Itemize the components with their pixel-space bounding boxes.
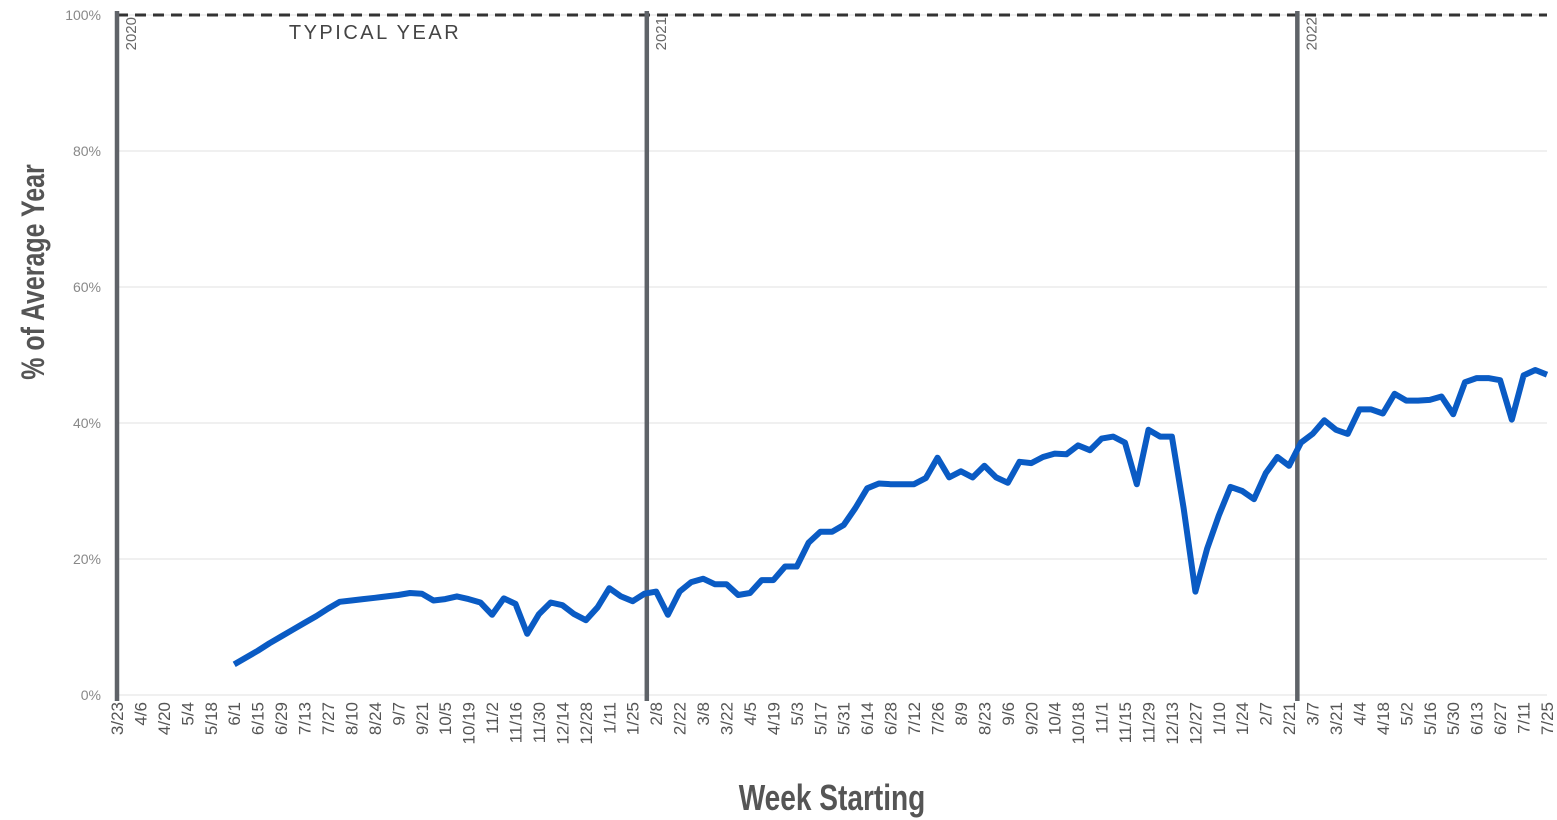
x-tick-label: 5/17 [811, 702, 830, 735]
x-tick-label: 7/26 [928, 702, 947, 735]
x-tick-label: 6/27 [1491, 702, 1510, 735]
x-tick-label: 4/20 [155, 702, 174, 735]
x-tick-label: 3/8 [694, 702, 713, 726]
x-tick-label: 7/12 [905, 702, 924, 735]
y-tick-label: 0% [81, 687, 101, 703]
y-tick-label: 40% [73, 415, 101, 431]
x-tick-label: 4/18 [1374, 702, 1393, 735]
x-tick-label: 4/6 [131, 702, 150, 726]
x-tick-label: 7/11 [1515, 702, 1534, 734]
y-tick-label: 60% [73, 279, 101, 295]
x-tick-label: 12/13 [1163, 702, 1182, 745]
y-axis-title: % of Average Year [16, 164, 52, 379]
x-tick-label: 3/23 [108, 702, 127, 735]
x-tick-label: 4/5 [741, 702, 760, 726]
x-tick-label: 7/13 [296, 702, 315, 735]
x-tick-label: 12/14 [553, 702, 572, 745]
x-tick-label: 4/4 [1350, 702, 1369, 726]
x-tick-label: 5/4 [178, 702, 197, 726]
x-tick-label: 1/24 [1233, 702, 1252, 735]
x-tick-label: 8/9 [952, 702, 971, 726]
year-label: 2022 [1303, 17, 1320, 50]
x-tick-label: 12/28 [577, 702, 596, 745]
x-tick-label: 9/21 [413, 702, 432, 735]
x-tick-label: 6/29 [272, 702, 291, 735]
x-tick-label: 6/28 [882, 702, 901, 735]
x-tick-label: 5/30 [1444, 702, 1463, 735]
x-tick-label: 6/13 [1468, 702, 1487, 735]
x-tick-label: 5/2 [1397, 702, 1416, 726]
x-tick-label: 11/30 [530, 702, 549, 743]
x-tick-label: 7/25 [1538, 702, 1557, 735]
x-tick-label: 5/16 [1421, 702, 1440, 735]
x-tick-label: 9/6 [999, 702, 1018, 726]
year-label: 2020 [123, 17, 140, 50]
x-tick-label: 2/8 [647, 702, 666, 726]
x-tick-label: 10/18 [1069, 702, 1088, 745]
x-tick-label: 5/18 [202, 702, 221, 735]
x-tick-label: 10/5 [436, 702, 455, 735]
x-tick-label: 10/4 [1046, 702, 1065, 735]
x-tick-label: 12/27 [1186, 702, 1205, 745]
data-line [232, 367, 1549, 667]
x-tick-label: 5/31 [835, 702, 854, 735]
x-tick-label: 2/22 [671, 702, 690, 735]
y-tick-label: 20% [73, 551, 101, 567]
x-tick-label: 3/21 [1327, 702, 1346, 735]
x-tick-label: 8/24 [366, 702, 385, 735]
x-tick-label: 9/20 [1022, 702, 1041, 735]
x-tick-label: 1/25 [624, 702, 643, 735]
y-tick-label: 80% [73, 143, 101, 159]
reference-label: TYPICAL YEAR [289, 22, 461, 44]
x-tick-label: 11/1 [1093, 702, 1112, 734]
x-tick-label: 4/19 [764, 702, 783, 735]
x-tick-label: 8/10 [342, 702, 361, 735]
x-tick-label: 11/16 [507, 702, 526, 743]
x-tick-label: 3/7 [1304, 702, 1323, 726]
x-tick-label: 6/1 [225, 702, 244, 726]
x-tick-label: 1/10 [1210, 702, 1229, 735]
x-tick-label: 5/3 [788, 702, 807, 726]
x-tick-label: 3/22 [718, 702, 737, 735]
y-tick-label: 100% [65, 7, 101, 23]
x-tick-label: 9/7 [389, 702, 408, 726]
x-tick-label: 11/29 [1139, 702, 1158, 743]
x-tick-label: 8/23 [975, 702, 994, 735]
x-tick-label: 2/7 [1257, 702, 1276, 726]
x-tick-label: 1/11 [600, 702, 619, 734]
x-tick-label: 6/15 [249, 702, 268, 735]
x-tick-label: 11/15 [1116, 702, 1135, 743]
x-tick-label: 2/21 [1280, 702, 1299, 735]
x-tick-label: 6/14 [858, 702, 877, 735]
year-label: 2021 [653, 17, 670, 50]
x-tick-label: 11/2 [483, 702, 502, 734]
x-tick-label: 7/27 [319, 702, 338, 735]
x-axis-title: Week Starting [739, 778, 926, 818]
x-tick-label: 10/19 [460, 702, 479, 745]
